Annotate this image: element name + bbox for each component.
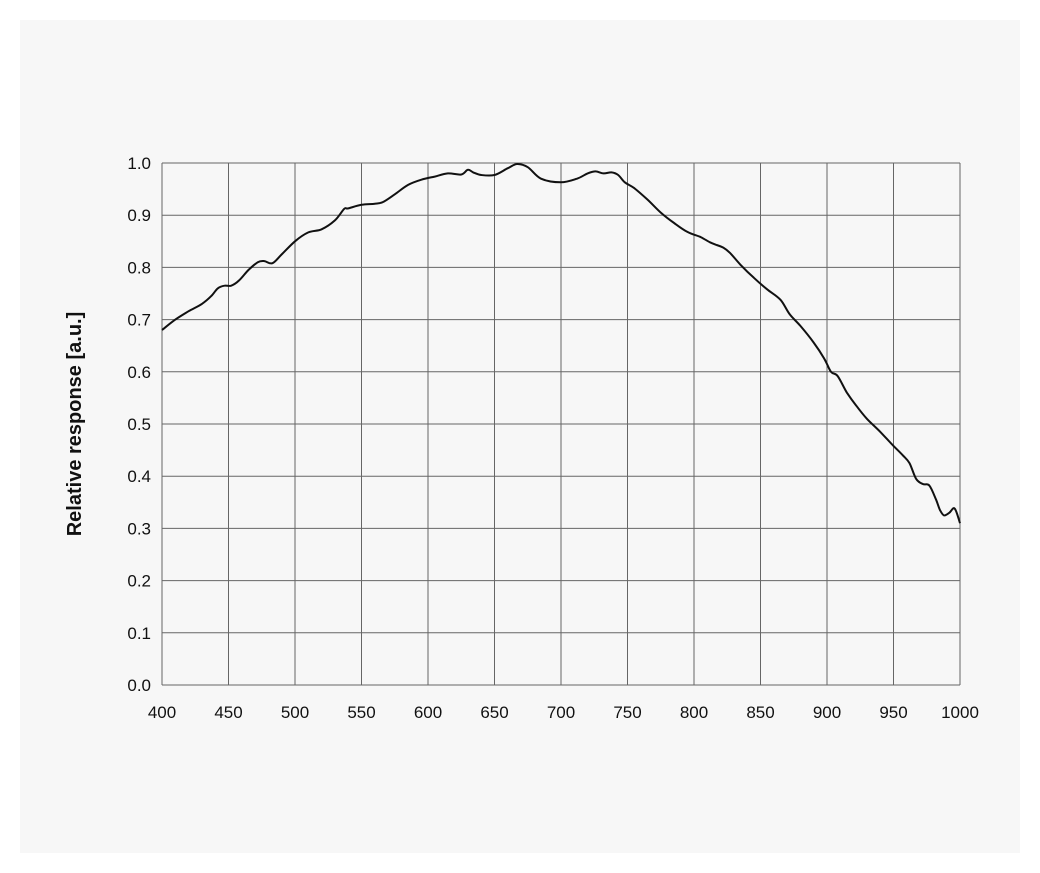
y-tick-label: 0.0 xyxy=(127,676,151,695)
x-tick-label: 600 xyxy=(414,703,442,722)
x-tick-label: 400 xyxy=(148,703,176,722)
y-tick-label: 0.7 xyxy=(127,311,151,330)
x-tick-label: 750 xyxy=(613,703,641,722)
x-tick-label: 500 xyxy=(281,703,309,722)
y-tick-label: 0.2 xyxy=(127,572,151,591)
chart-panel xyxy=(20,20,1020,853)
response-curve xyxy=(161,162,961,524)
y-tick-label: 1.0 xyxy=(127,154,151,173)
y-tick-label: 0.4 xyxy=(127,467,151,486)
x-tick-label: 700 xyxy=(547,703,575,722)
y-tick-label: 0.6 xyxy=(127,363,151,382)
x-tick-label: 950 xyxy=(879,703,907,722)
y-tick-label: 0.9 xyxy=(127,206,151,225)
x-tick-label: 900 xyxy=(813,703,841,722)
y-axis-label: Relative response [a.u.] xyxy=(64,312,86,537)
y-tick-label: 0.3 xyxy=(127,519,151,538)
x-tick-label: 800 xyxy=(680,703,708,722)
y-tick-label: 0.5 xyxy=(127,415,151,434)
x-axis-ticks: 400 450 500 550 600 650 700 750 800 850 900 950 1000 xyxy=(148,703,979,722)
y-tick-label: 0.8 xyxy=(127,258,151,277)
y-tick-label: 0.1 xyxy=(127,624,151,643)
x-tick-label: 550 xyxy=(347,703,375,722)
x-tick-label: 1000 xyxy=(941,703,979,722)
y-axis-ticks: 0.0 0.1 0.2 0.3 0.4 0.5 0.6 0.7 0.8 0.9 1.0 xyxy=(127,154,151,695)
x-tick-label: 450 xyxy=(214,703,242,722)
x-tick-label: 850 xyxy=(746,703,774,722)
x-tick-label: 650 xyxy=(480,703,508,722)
grid xyxy=(161,162,961,686)
